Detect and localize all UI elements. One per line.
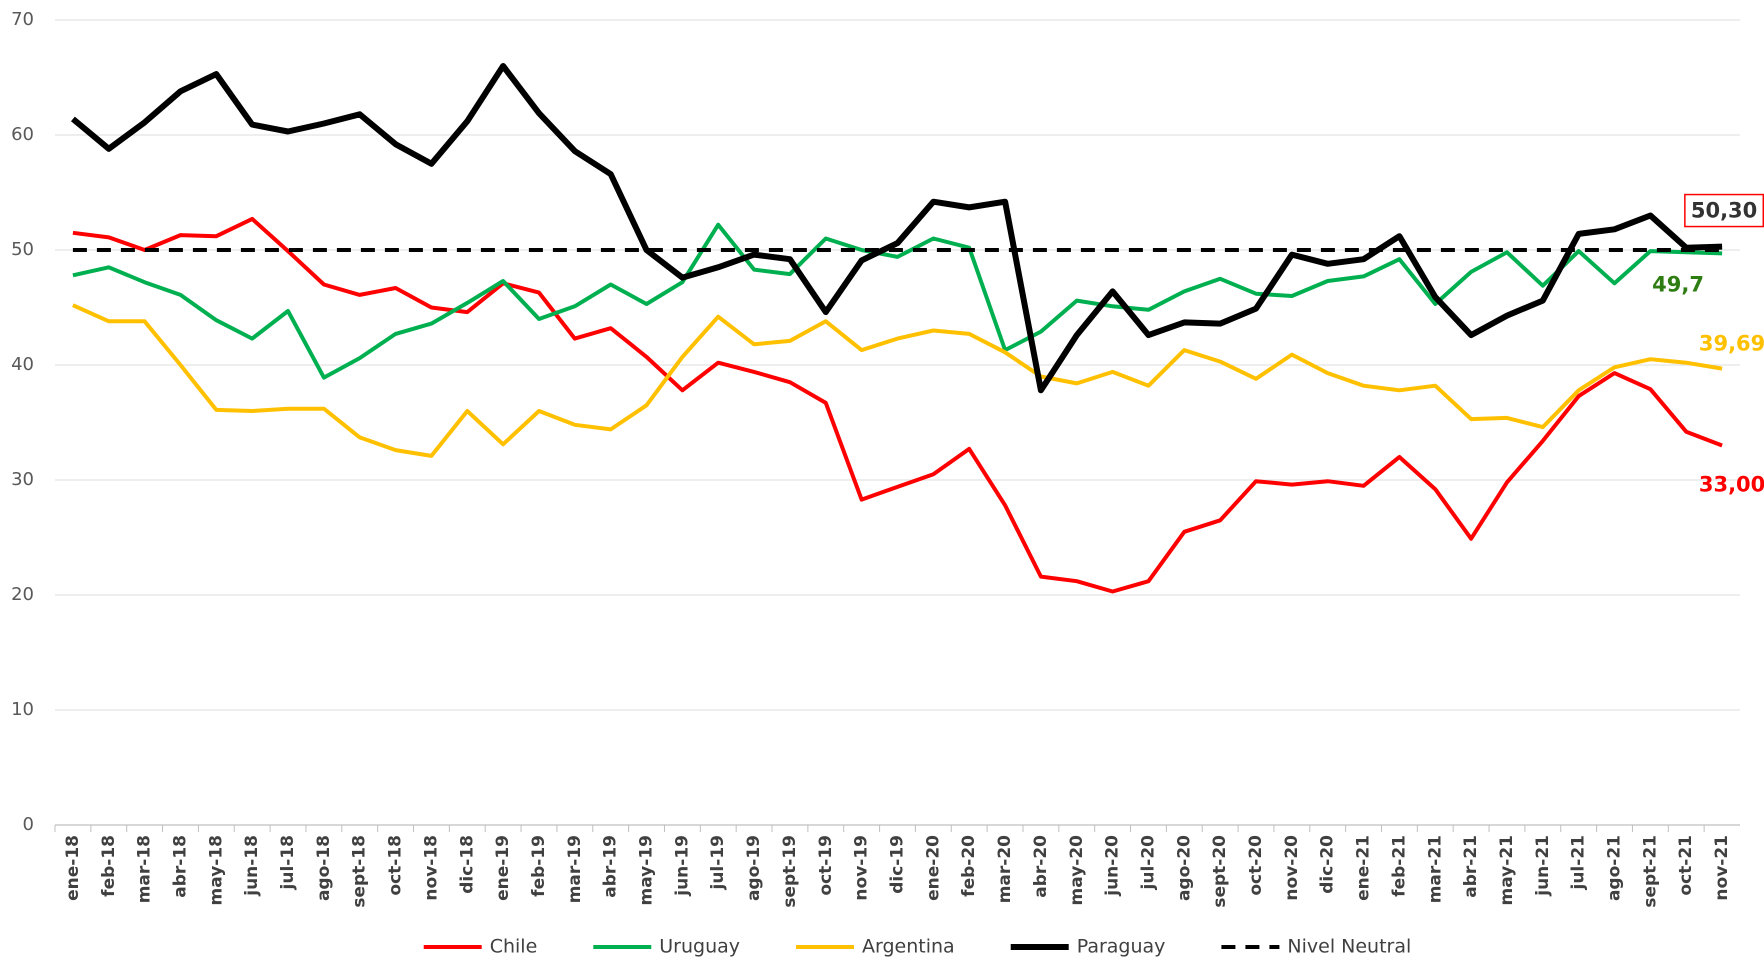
series-line [70, 63, 1723, 394]
x-tick-label: abr-21 [1461, 835, 1481, 898]
x-tick-label: mar-21 [1425, 835, 1445, 903]
x-tick-label: abr-20 [1031, 835, 1051, 898]
x-tick-label: jun-18 [242, 835, 262, 897]
legend-label: Paraguay [1077, 936, 1166, 958]
x-tick-label: dic-20 [1318, 835, 1338, 894]
y-tick-label: 10 [11, 699, 34, 720]
x-tick-label: nov-21 [1712, 835, 1732, 901]
x-tick-label: may-21 [1497, 835, 1517, 905]
legend-label: Uruguay [659, 936, 740, 958]
x-tick-label: nov-18 [421, 835, 441, 901]
x-tick-label: feb-20 [959, 835, 979, 897]
series-line [72, 303, 1723, 458]
y-tick-label: 40 [11, 354, 34, 375]
x-tick-label: jul-21 [1569, 835, 1589, 890]
legend-item: Uruguay [593, 936, 740, 958]
x-tick-label: dic-19 [888, 835, 908, 894]
x-tick-label: oct-19 [816, 835, 836, 896]
x-tick-label: may-18 [206, 835, 226, 905]
x-tick-label: ene-21 [1354, 835, 1374, 901]
value-label: 49,7 [1652, 272, 1704, 296]
x-tick-label: ene-20 [923, 835, 943, 901]
legend-item: Nivel Neutral [1221, 936, 1411, 958]
y-tick-label: 70 [11, 9, 34, 30]
x-tick-label: jun-20 [1103, 835, 1123, 897]
x-tick-label: sept-19 [780, 835, 800, 908]
x-tick-label: nov-20 [1282, 835, 1302, 901]
value-label: 50,30 [1691, 199, 1757, 223]
x-tick-label: abr-19 [601, 835, 621, 898]
y-tick-label: 30 [11, 469, 34, 490]
legend-label: Chile [490, 936, 538, 958]
legend-item: Paraguay [1010, 936, 1166, 958]
value-label: 39,69 [1699, 332, 1764, 356]
x-tick-label: sept-18 [350, 835, 370, 908]
x-tick-label: sept-21 [1640, 835, 1660, 908]
x-tick-label: may-20 [1067, 835, 1087, 906]
legend-item: Chile [423, 936, 538, 958]
x-tick-label: feb-19 [529, 835, 549, 897]
x-tick-label: ene-19 [493, 835, 513, 901]
x-tick-label: abr-18 [170, 835, 190, 898]
y-tick-label: 0 [23, 814, 34, 835]
x-tick-label: may-19 [637, 835, 657, 905]
x-tick-label: oct-21 [1676, 835, 1696, 896]
x-tick-label: nov-19 [852, 835, 872, 901]
value-label: 33,00 [1699, 473, 1764, 497]
x-tick-label: oct-20 [1246, 835, 1266, 896]
legend-label: Argentina [862, 936, 955, 958]
x-tick-label: jul-19 [708, 835, 728, 890]
x-tick-label: feb-21 [1389, 835, 1409, 897]
series-line [72, 222, 1723, 380]
x-tick-label: ago-18 [314, 835, 334, 901]
y-tick-label: 20 [11, 584, 34, 605]
x-tick-label: mar-20 [995, 835, 1015, 903]
y-tick-label: 50 [11, 239, 34, 260]
x-tick-label: dic-18 [457, 835, 477, 894]
y-tick-label: 60 [11, 124, 34, 145]
series-line [72, 216, 1723, 594]
legend: Chile Uruguay Argentina Paraguay Nivel Neutr… [423, 936, 1411, 958]
x-tick-label: jun-21 [1533, 835, 1553, 897]
x-tick-label: oct-18 [386, 835, 406, 896]
x-tick-label: jul-18 [278, 835, 298, 890]
x-tick-label: ene-18 [63, 835, 83, 901]
x-tick-label: ago-19 [744, 835, 764, 901]
x-tick-label: jun-19 [672, 835, 692, 897]
value-label-box [1684, 193, 1764, 228]
x-tick-label: ago-20 [1174, 835, 1194, 901]
x-tick-label: ago-21 [1605, 835, 1625, 901]
x-tick-label: sept-20 [1210, 835, 1230, 908]
x-tick-label: mar-19 [565, 835, 585, 903]
x-tick-label: jul-20 [1138, 835, 1158, 891]
x-tick-label: mar-18 [135, 835, 155, 903]
x-tick-label: feb-18 [99, 835, 119, 897]
legend-item: Argentina [796, 936, 955, 958]
legend-label: Nivel Neutral [1287, 936, 1411, 958]
